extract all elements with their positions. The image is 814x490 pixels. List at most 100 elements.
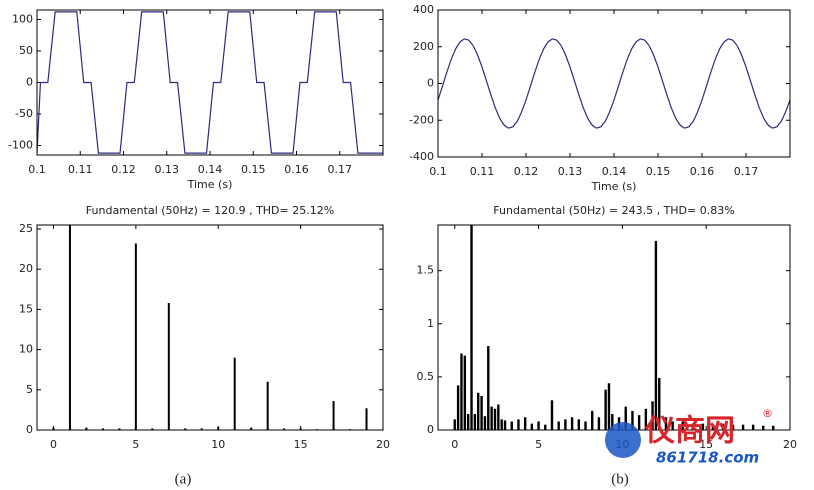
x-tick-label: 0.12 <box>111 163 136 176</box>
bar <box>456 385 460 430</box>
x-tick-label: 0.17 <box>734 165 759 178</box>
y-tick-label: -200 <box>409 113 434 126</box>
bar <box>470 225 473 430</box>
bar <box>167 302 170 430</box>
bar <box>299 428 302 430</box>
x-tick-label: 0.1 <box>429 165 447 178</box>
bar <box>460 353 463 430</box>
bar <box>644 408 648 430</box>
x-tick-label: 0.1 <box>28 163 46 176</box>
y-tick-label: 0 <box>26 423 33 436</box>
bar <box>365 408 368 430</box>
bar <box>537 421 540 430</box>
bar <box>487 346 490 430</box>
subplot-title: Fundamental (50Hz) = 243.5 , THD= 0.83% <box>493 204 734 217</box>
x-tick-label: 0.15 <box>241 163 266 176</box>
bar <box>761 425 765 430</box>
waveform-line <box>438 38 790 129</box>
bar <box>611 414 614 430</box>
waveform-line <box>37 11 383 154</box>
x-tick-label: 0.16 <box>284 163 309 176</box>
y-tick-label: -50 <box>15 107 33 120</box>
bar <box>250 427 253 430</box>
bar <box>570 417 574 430</box>
x-tick-label: 10 <box>211 438 225 451</box>
y-tick-label: 0.5 <box>417 370 435 383</box>
x-tick-label: 0.17 <box>328 163 353 176</box>
y-tick-label: 15 <box>19 302 33 315</box>
bar <box>671 421 674 430</box>
bar <box>664 417 668 430</box>
bar <box>557 421 560 430</box>
watermark: 仪商网 ® 861718.com <box>605 407 773 467</box>
plot-marks <box>438 38 790 129</box>
bar <box>751 424 755 430</box>
bar <box>631 410 634 430</box>
y-tick-label: 5 <box>26 383 33 396</box>
axes-frame <box>437 9 791 158</box>
bar <box>493 408 497 430</box>
watermark-name: 仪商网 <box>644 414 735 449</box>
bar <box>500 419 503 430</box>
bar <box>701 423 705 430</box>
y-tick-label: 0 <box>427 77 434 90</box>
x-tick-label: 5 <box>535 438 542 451</box>
subplot: -400 -200 0 200 400 0.1 0.11 0.12 0.13 0.14 0.15 0.… <box>409 3 791 193</box>
x-tick-label: 0 <box>451 438 458 451</box>
bar <box>52 427 55 430</box>
bar <box>564 419 567 430</box>
y-tick-label: 25 <box>19 222 33 235</box>
bar <box>477 392 480 430</box>
axes-frame <box>36 224 384 431</box>
x-axis-label: Time (s) <box>591 180 637 193</box>
bar <box>654 240 658 430</box>
bar <box>217 426 220 430</box>
x-tick-label: 0.16 <box>690 165 715 178</box>
y-tick-label: 100 <box>12 12 33 25</box>
bar <box>233 357 236 430</box>
bar <box>681 421 684 430</box>
x-tick-label: 0 <box>50 438 57 451</box>
bar <box>473 414 477 430</box>
subplot: 0 5 10 15 20 25 0 5 10 15 20 Fundamental (50Hz) = 1… <box>19 204 390 451</box>
bar <box>68 225 71 430</box>
x-tick-label: 20 <box>376 438 390 451</box>
x-tick-label: 20 <box>783 438 797 451</box>
x-tick-label: 15 <box>699 438 713 451</box>
plot-area <box>37 10 383 155</box>
x-tick-label: 0.13 <box>558 165 583 178</box>
plot-marks <box>37 11 383 154</box>
bar <box>523 417 527 430</box>
bar <box>490 406 493 430</box>
subplot: -100 -50 0 50 100 0.1 0.11 0.12 0.13 0.14 0.15 0.16… <box>8 9 384 191</box>
bar <box>624 406 627 430</box>
bar <box>731 424 735 430</box>
bar <box>134 243 137 430</box>
y-tick-label: 10 <box>19 343 33 356</box>
y-tick-label: 200 <box>413 40 434 53</box>
bar <box>266 381 269 430</box>
bar <box>200 428 203 430</box>
bar <box>651 401 654 430</box>
bar <box>497 404 500 430</box>
bar <box>480 396 483 430</box>
plot-marks <box>453 225 775 430</box>
x-tick-label: 5 <box>132 438 139 451</box>
bar <box>283 428 286 430</box>
bar <box>453 419 456 430</box>
bar <box>151 428 154 430</box>
bar <box>658 377 661 430</box>
bar <box>530 423 534 430</box>
bar <box>741 424 745 430</box>
plot-area <box>37 225 383 430</box>
y-tick-label: 1 <box>427 317 434 330</box>
y-tick-label: 400 <box>413 3 434 16</box>
x-tick-label: 0.14 <box>198 163 223 176</box>
bar <box>85 427 88 430</box>
x-tick-label: 0.15 <box>646 165 671 178</box>
bar <box>503 420 507 430</box>
y-tick-label: 0 <box>427 423 434 436</box>
bar <box>607 383 611 430</box>
